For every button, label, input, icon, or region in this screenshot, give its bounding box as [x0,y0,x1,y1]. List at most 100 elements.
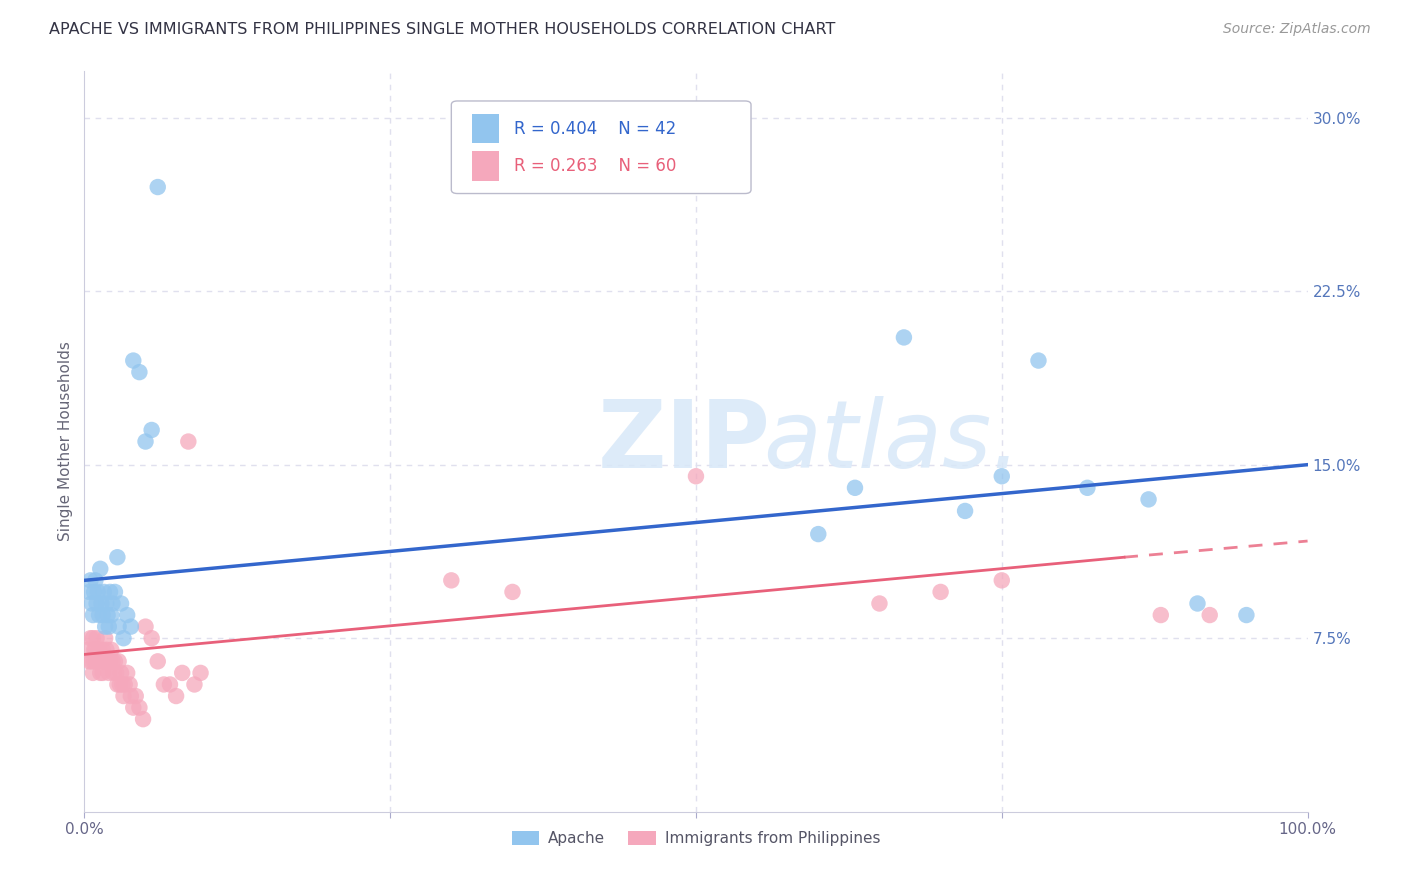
Point [112,689,135,703]
Point [991,574,1014,588]
Point [100,642,122,657]
Point [128,365,150,379]
Point [84,574,107,588]
Point [105,665,128,680]
Point [87,608,110,623]
Point [94,631,117,645]
Point [177,434,200,449]
Point [1236,608,1258,623]
Point [107,654,129,668]
Text: atlas.: atlas. [763,396,1022,487]
Point [110,665,132,680]
Point [96,597,118,611]
Point [105,550,128,565]
Point [807,527,830,541]
Point [122,353,145,368]
Text: R = 0.404    N = 42: R = 0.404 N = 42 [513,120,676,137]
Point [953,504,976,518]
Point [98,654,121,668]
Point [86,654,108,668]
Point [79,574,101,588]
Point [83,654,105,668]
Point [929,585,952,599]
Point [112,631,135,645]
Point [91,642,114,657]
Point [114,677,136,691]
Y-axis label: Single Mother Households: Single Mother Households [58,342,73,541]
Point [1150,608,1173,623]
Point [89,562,111,576]
Point [135,619,157,633]
Point [120,689,142,703]
Point [79,631,101,645]
Point [101,597,124,611]
Point [83,585,105,599]
Point [190,665,212,680]
Point [82,608,104,623]
Text: APACHE VS IMMIGRANTS FROM PHILIPPINES SINGLE MOTHER HOUSEHOLDS CORRELATION CHART: APACHE VS IMMIGRANTS FROM PHILIPPINES SI… [49,22,835,37]
Point [1137,492,1160,507]
Point [1198,608,1220,623]
Point [118,677,141,691]
Point [86,631,108,645]
Point [90,597,112,611]
Point [97,608,120,623]
Point [104,585,127,599]
Point [502,585,524,599]
Point [153,677,176,691]
Point [107,619,129,633]
Point [141,631,163,645]
Point [77,585,100,599]
Point [100,608,122,623]
Point [93,654,115,668]
Point [83,642,105,657]
Point [89,665,111,680]
Point [122,700,145,714]
Point [141,423,163,437]
Point [125,689,148,703]
Point [128,700,150,714]
Point [91,665,114,680]
Point [93,585,115,599]
Point [1187,597,1209,611]
Point [87,642,110,657]
Point [105,677,128,691]
Point [84,642,107,657]
Point [159,677,181,691]
Point [87,585,110,599]
Point [108,677,131,691]
Point [115,608,138,623]
Point [97,619,120,633]
Point [80,654,103,668]
Point [80,597,103,611]
Point [893,330,915,344]
Text: R = 0.263    N = 60: R = 0.263 N = 60 [513,157,676,175]
Point [172,665,194,680]
Point [146,654,169,668]
Point [104,654,127,668]
Text: ZIP: ZIP [598,395,770,488]
Point [96,642,118,657]
FancyBboxPatch shape [451,101,751,194]
Point [165,689,187,703]
Point [101,654,124,668]
Legend: Apache, Immigrants from Philippines: Apache, Immigrants from Philippines [505,825,887,852]
Point [77,654,100,668]
Bar [472,113,499,144]
Point [120,619,142,633]
Point [869,597,891,611]
Point [82,631,104,645]
Point [1028,353,1050,368]
Point [82,665,104,680]
Bar [472,151,499,181]
Point [98,585,121,599]
Point [94,619,117,633]
Point [97,654,120,668]
Point [440,574,463,588]
Point [103,665,125,680]
Point [91,608,114,623]
Point [115,665,138,680]
Point [844,481,866,495]
Point [111,677,134,691]
Point [991,469,1014,483]
